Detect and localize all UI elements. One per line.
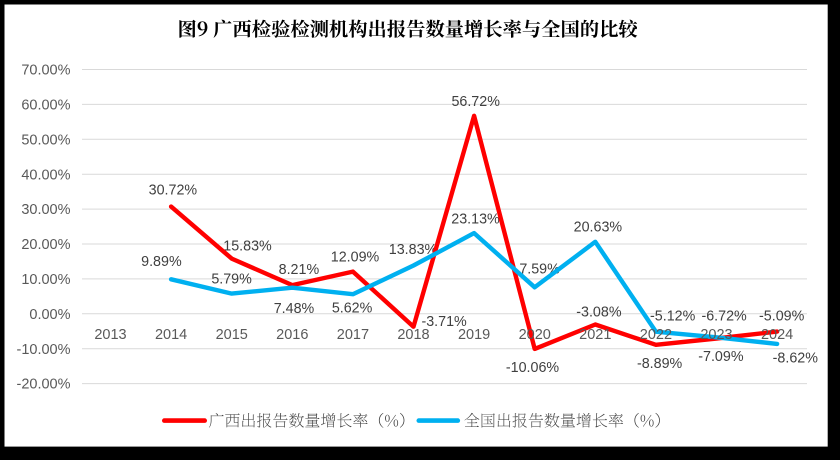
svg-text:9.89%: 9.89% (141, 254, 182, 270)
svg-text:2015: 2015 (216, 327, 248, 343)
svg-text:2023: 2023 (700, 327, 732, 343)
svg-text:56.72%: 56.72% (451, 94, 500, 110)
svg-text:-6.72%: -6.72% (701, 309, 747, 325)
svg-text:2021: 2021 (579, 327, 611, 343)
svg-text:2024: 2024 (761, 327, 793, 343)
svg-text:40.00%: 40.00% (21, 167, 70, 183)
svg-text:23.13%: 23.13% (451, 212, 500, 228)
svg-text:20.63%: 20.63% (574, 220, 623, 236)
svg-text:2020: 2020 (519, 327, 551, 343)
svg-text:30.72%: 30.72% (149, 182, 198, 198)
svg-text:-5.12%: -5.12% (650, 309, 696, 325)
svg-text:-3.08%: -3.08% (576, 304, 622, 320)
svg-text:5.62%: 5.62% (332, 300, 373, 316)
svg-text:12.09%: 12.09% (331, 249, 380, 265)
svg-text:5.79%: 5.79% (211, 272, 252, 288)
svg-text:60.00%: 60.00% (21, 98, 70, 114)
svg-text:50.00%: 50.00% (21, 132, 70, 148)
svg-text:2022: 2022 (640, 327, 672, 343)
svg-text:2016: 2016 (276, 327, 308, 343)
svg-text:2018: 2018 (397, 327, 429, 343)
svg-text:7.48%: 7.48% (274, 301, 315, 317)
svg-text:-8.62%: -8.62% (773, 351, 819, 367)
svg-text:2014: 2014 (155, 327, 187, 343)
svg-text:2013: 2013 (94, 327, 126, 343)
svg-text:13.83%: 13.83% (389, 242, 438, 258)
svg-text:-5.09%: -5.09% (759, 309, 805, 325)
svg-text:8.21%: 8.21% (279, 262, 320, 278)
svg-text:-10.06%: -10.06% (506, 360, 560, 376)
svg-text:-7.09%: -7.09% (698, 349, 744, 365)
svg-text:30.00%: 30.00% (21, 202, 70, 218)
svg-text:2019: 2019 (458, 327, 490, 343)
svg-text:70.00%: 70.00% (21, 63, 70, 79)
svg-text:-20.00%: -20.00% (16, 377, 70, 393)
svg-text:-10.00%: -10.00% (16, 342, 70, 358)
svg-text:15.83%: 15.83% (223, 239, 272, 255)
svg-text:20.00%: 20.00% (21, 237, 70, 253)
svg-text:10.00%: 10.00% (21, 272, 70, 288)
svg-text:0.00%: 0.00% (29, 307, 70, 323)
svg-text:-8.89%: -8.89% (637, 356, 683, 372)
svg-text:2017: 2017 (337, 327, 369, 343)
svg-text:-3.71%: -3.71% (421, 314, 467, 330)
